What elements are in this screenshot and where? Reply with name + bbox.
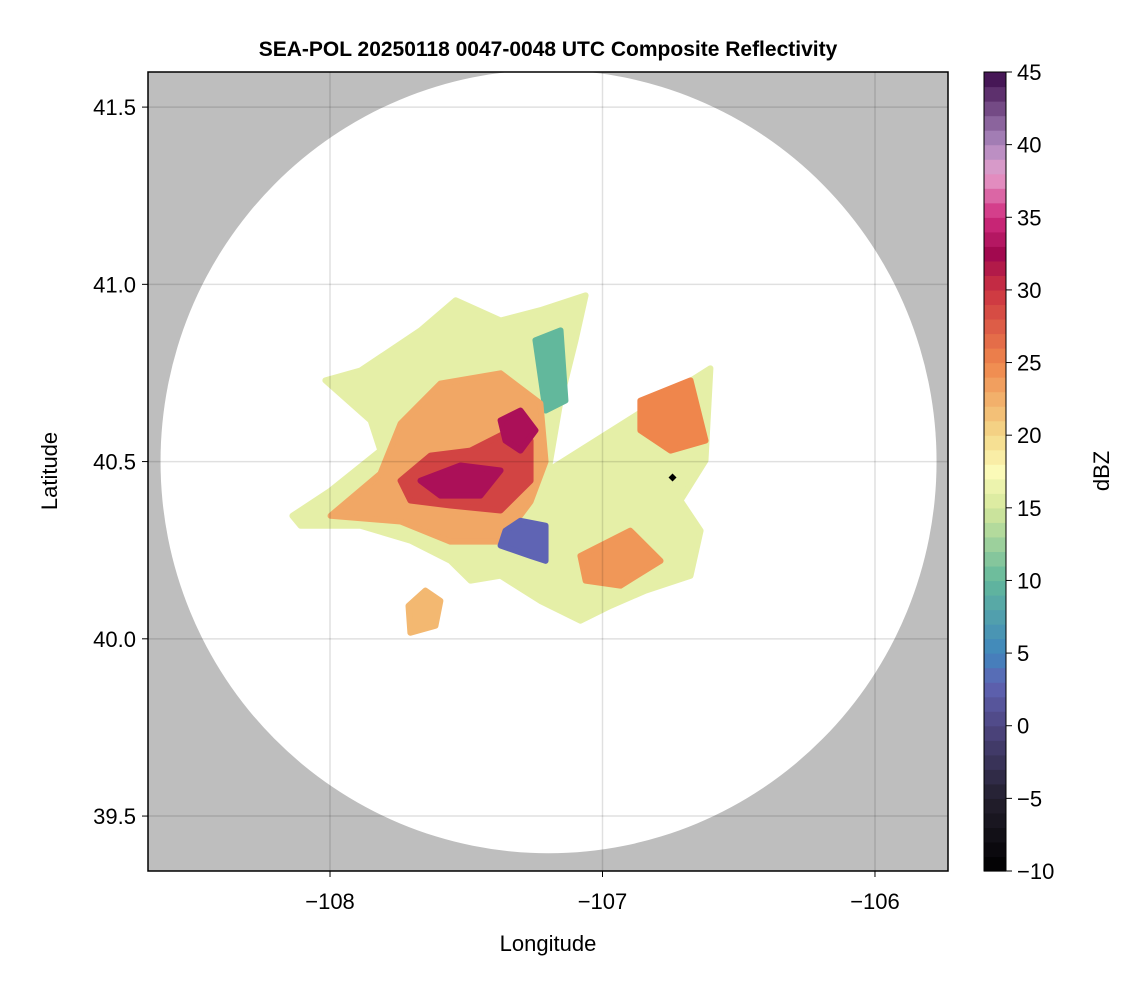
colorbar-band bbox=[984, 769, 1006, 785]
colorbar-band bbox=[984, 812, 1006, 829]
colorbar-band bbox=[984, 696, 1006, 712]
colorbar-band bbox=[984, 478, 1006, 494]
colorbar-band bbox=[984, 289, 1006, 306]
echo-green-north bbox=[532, 327, 569, 414]
echo-southeast bbox=[577, 527, 664, 589]
colorbar-band bbox=[984, 318, 1006, 335]
colorbar-band bbox=[984, 493, 1006, 509]
colorbar-tick-label: 25 bbox=[1017, 351, 1041, 376]
colorbar-band bbox=[984, 406, 1006, 422]
colorbar-band bbox=[984, 275, 1006, 291]
colorbar-band bbox=[984, 391, 1006, 407]
colorbar-band bbox=[984, 565, 1006, 582]
colorbar-band bbox=[984, 667, 1006, 683]
y-tick-label: 39.5 bbox=[93, 804, 136, 829]
colorbar-band bbox=[984, 740, 1006, 756]
colorbar-band bbox=[984, 856, 1006, 872]
echo-blue bbox=[497, 517, 549, 564]
colorbar-band bbox=[984, 420, 1006, 436]
colorbar-band bbox=[984, 348, 1006, 364]
echo-east-wedge bbox=[637, 377, 709, 454]
colorbar-band bbox=[984, 580, 1006, 596]
x-tick-label: −107 bbox=[578, 889, 628, 914]
colorbar-band bbox=[984, 159, 1006, 175]
site-marker bbox=[668, 473, 677, 482]
colorbar-band bbox=[984, 551, 1006, 567]
colorbar-band bbox=[984, 115, 1006, 131]
y-axis-label: Latitude bbox=[37, 432, 62, 510]
colorbar-label: dBZ bbox=[1089, 451, 1114, 491]
colorbar-band bbox=[984, 202, 1006, 218]
plot-frame bbox=[147, 71, 949, 872]
colorbar-tick-label: 30 bbox=[1017, 278, 1041, 303]
x-axis-label: Longitude bbox=[500, 931, 597, 956]
colorbar-tick-label: 40 bbox=[1017, 133, 1041, 158]
colorbar-tick-label: 5 bbox=[1017, 641, 1029, 666]
colorbar-tick-label: 20 bbox=[1017, 423, 1041, 448]
colorbar-tick-label: 0 bbox=[1017, 714, 1029, 739]
colorbar-band bbox=[984, 130, 1006, 146]
colorbar-band bbox=[984, 682, 1006, 698]
colorbar-band bbox=[984, 173, 1006, 189]
y-tick-label: 40.5 bbox=[93, 450, 136, 475]
echo-core-north bbox=[497, 407, 539, 454]
chart-title: SEA-POL 20250118 0047-0048 UTC Composite… bbox=[259, 38, 838, 61]
colorbar-band bbox=[984, 711, 1006, 727]
colorbar-band bbox=[984, 624, 1006, 640]
colorbar-band bbox=[984, 72, 1006, 88]
colorbar-band bbox=[984, 522, 1006, 538]
colorbar-band bbox=[984, 260, 1006, 276]
colorbar-band bbox=[984, 144, 1006, 160]
colorbar-band bbox=[984, 333, 1006, 349]
colorbar-band bbox=[984, 464, 1006, 480]
colorbar-tick-label: −5 bbox=[1017, 786, 1042, 811]
colorbar-band bbox=[984, 536, 1006, 552]
x-tick-label: −108 bbox=[305, 889, 355, 914]
plot-area bbox=[148, 72, 948, 871]
colorbar-band bbox=[984, 217, 1006, 233]
colorbar bbox=[983, 71, 1007, 872]
colorbar-band bbox=[984, 86, 1006, 102]
y-tick-label: 41.0 bbox=[93, 272, 136, 297]
colorbar-band bbox=[984, 609, 1006, 625]
echo-core-west bbox=[417, 462, 504, 499]
colorbar-band bbox=[984, 362, 1006, 378]
colorbar-band bbox=[984, 507, 1006, 523]
colorbar-band bbox=[984, 754, 1006, 770]
colorbar-tick-label: 35 bbox=[1017, 205, 1041, 230]
colorbar-band bbox=[984, 638, 1006, 654]
colorbar-band bbox=[984, 783, 1006, 799]
colorbar-band bbox=[984, 304, 1006, 320]
colorbar-band bbox=[984, 101, 1006, 117]
colorbar-band bbox=[984, 246, 1006, 262]
y-tick-label: 40.0 bbox=[93, 627, 136, 652]
colorbar-band bbox=[984, 594, 1006, 611]
colorbar-tick-label: 15 bbox=[1017, 496, 1041, 521]
colorbar-band bbox=[984, 449, 1006, 465]
colorbar-band bbox=[984, 725, 1006, 741]
y-tick-label: 41.5 bbox=[93, 95, 136, 120]
colorbar-band bbox=[984, 231, 1006, 247]
colorbar-frame bbox=[983, 71, 1007, 872]
colorbar-band bbox=[984, 188, 1006, 204]
colorbar-band bbox=[984, 377, 1006, 393]
colorbar-band bbox=[984, 653, 1006, 669]
echo-southwest-cell bbox=[405, 587, 444, 636]
colorbar-band bbox=[984, 841, 1006, 858]
colorbar-tick-label: 10 bbox=[1017, 568, 1041, 593]
colorbar-tick-label: −10 bbox=[1017, 859, 1054, 884]
colorbar-tick-label: 45 bbox=[1017, 60, 1041, 85]
colorbar-band bbox=[984, 435, 1006, 451]
colorbar-band bbox=[984, 798, 1006, 814]
x-tick-label: −106 bbox=[850, 889, 900, 914]
colorbar-band bbox=[984, 827, 1006, 843]
